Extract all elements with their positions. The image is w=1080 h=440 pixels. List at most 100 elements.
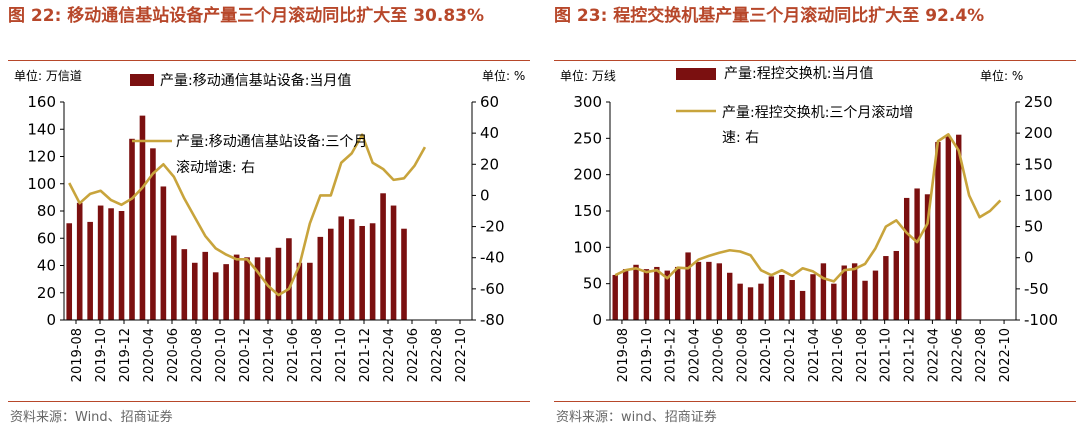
x-tick-label: 2019-08: [616, 328, 631, 382]
legend-line-label: 滚动增速: 右: [176, 159, 255, 176]
bar: [244, 257, 250, 320]
x-tick-label: 2020-06: [711, 328, 726, 382]
x-tick-label: 2021-10: [334, 328, 349, 382]
x-tick-label: 2021-12: [358, 328, 373, 382]
bar: [924, 194, 931, 320]
left-tick-label: 60: [37, 229, 56, 247]
left-tick-label: 150: [573, 202, 602, 220]
bar: [212, 272, 219, 320]
left-tick-label: 120: [27, 148, 56, 166]
right-tick-label: -20: [480, 218, 505, 236]
chart-panel-right: 图 23: 程控交换机基产量三个月滚动同比扩大至 92.4% 单位: 万线 单位:…: [546, 0, 1080, 440]
bar: [233, 254, 240, 320]
source-divider: [8, 401, 530, 402]
bar: [872, 270, 879, 320]
bar: [401, 228, 407, 320]
chart-base-station-equipment: 单位: 万信道 单位: % 0 20 40 60 80 100 120 140 160 -80 -60 -…: [14, 68, 525, 382]
right-tick-label: 0: [1024, 249, 1034, 267]
x-tick-label: 2020-04: [142, 328, 157, 382]
right-tick-label: -60: [480, 280, 505, 298]
bar: [633, 264, 639, 320]
x-tick-label: 2019-12: [118, 328, 133, 382]
bar: [893, 250, 899, 320]
bar: [622, 269, 629, 320]
bar: [265, 257, 271, 320]
x-tick-label: 2019-10: [640, 328, 655, 382]
bar: [643, 269, 650, 320]
legend-bar-swatch: [676, 68, 716, 80]
bar: [841, 265, 847, 320]
left-tick-label: 140: [27, 120, 56, 138]
x-tick-label: 2020-08: [190, 328, 205, 382]
bar: [820, 263, 827, 320]
title-divider: [554, 60, 1076, 61]
bar: [359, 225, 365, 320]
x-tick-label: 2021-10: [879, 328, 894, 382]
bar: [664, 270, 670, 320]
bar: [789, 280, 795, 320]
right-tick-label: -40: [480, 249, 505, 267]
bar: [695, 261, 702, 320]
bar: [87, 221, 93, 320]
bar: [129, 138, 135, 320]
bar: [727, 272, 733, 320]
right-tick-label: -100: [1024, 311, 1058, 329]
right-tick-label: 150: [1024, 155, 1053, 173]
left-tick-label: 0: [46, 311, 56, 329]
bar: [275, 247, 282, 320]
right-tick-label: 200: [1024, 124, 1053, 142]
x-tick-label: 2022-08: [430, 328, 445, 382]
bar: [150, 148, 156, 320]
bar: [956, 134, 962, 320]
x-tick-label: 2022-08: [974, 328, 989, 382]
left-tick-label: 80: [37, 202, 56, 220]
bar: [747, 287, 754, 320]
left-tick-label: 0: [592, 311, 602, 329]
bar: [181, 249, 188, 320]
bar: [810, 274, 816, 320]
right-tick-label: 250: [1024, 93, 1053, 111]
legend-line-label: 产量:移动通信基站设备:三个月: [176, 133, 367, 150]
bar: [254, 257, 261, 320]
x-tick-label: 2020-06: [166, 328, 181, 382]
bar: [191, 262, 198, 320]
bar: [862, 280, 868, 320]
chart-program-control-switch: 单位: 万线 单位: % 0 50 100 150 200 250 300 -100 -50 0 50 1…: [560, 65, 1058, 382]
bar: [223, 264, 229, 320]
growth-line: [68, 133, 427, 297]
bar: [139, 115, 146, 321]
bar: [390, 205, 397, 320]
bar: [685, 252, 691, 320]
right-tick-label: 40: [480, 124, 499, 142]
x-tick-label: 2020-10: [759, 328, 774, 382]
bar: [327, 228, 334, 320]
bar: [66, 223, 73, 320]
bar: [612, 274, 618, 320]
bar: [654, 266, 660, 320]
left-tick-label: 100: [27, 175, 56, 193]
bar: [348, 219, 355, 320]
bar: [799, 290, 806, 320]
growth-line: [614, 133, 1002, 283]
x-tick-label: 2021-06: [831, 328, 846, 382]
x-tick-label: 2021-08: [855, 328, 870, 382]
right-tick-label: 20: [480, 155, 499, 173]
bar: [108, 208, 114, 320]
x-tick-label: 2021-04: [807, 328, 822, 382]
x-tick-label: 2022-04: [382, 328, 397, 382]
bar: [706, 261, 712, 320]
x-tick-label: 2021-12: [903, 328, 918, 382]
source-note: 资料来源：wind、招商证券: [556, 410, 717, 425]
x-tick-label: 2020-12: [238, 328, 253, 382]
left-tick-label: 100: [573, 238, 602, 256]
bar: [118, 211, 125, 320]
bar: [674, 266, 681, 320]
source-note: 资料来源：Wind、招商证券: [10, 410, 173, 425]
chart-title: 图 23: 程控交换机基产量三个月滚动同比扩大至 92.4%: [554, 6, 985, 26]
bar: [97, 205, 104, 320]
right-tick-label: 50: [1024, 218, 1043, 236]
left-tick-label: 300: [573, 93, 602, 111]
chart-panel-left: 图 22: 移动通信基站设备产量三个月滚动同比扩大至 30.83% 单位: 万信…: [0, 0, 534, 440]
x-tick-label: 2022-06: [950, 328, 965, 382]
bar: [758, 283, 764, 320]
